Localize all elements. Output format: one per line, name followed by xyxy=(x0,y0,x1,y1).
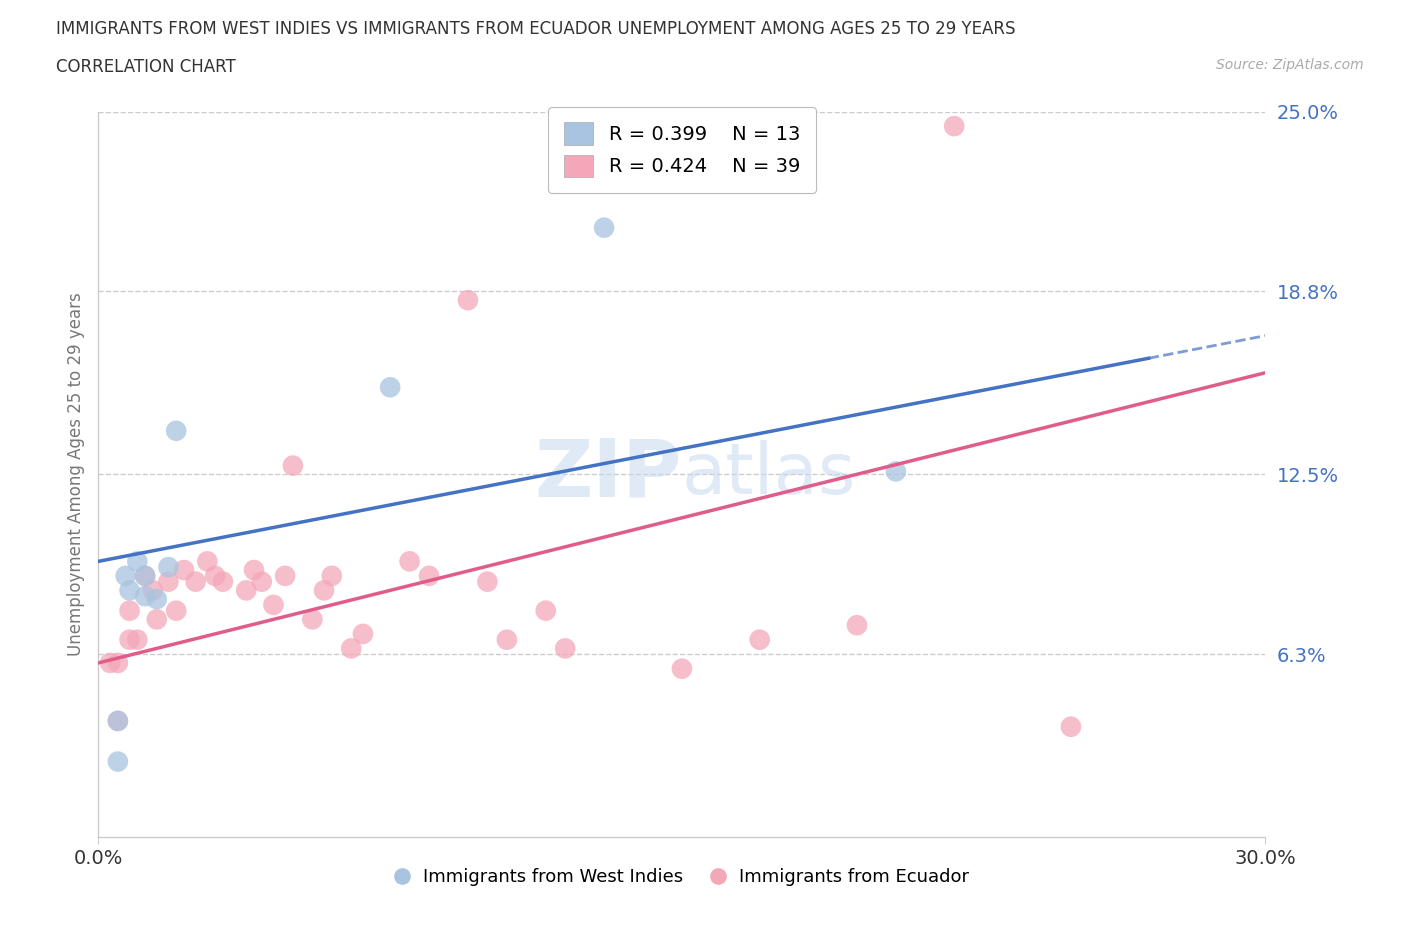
Point xyxy=(107,754,129,769)
Point xyxy=(235,583,257,598)
Point xyxy=(380,379,402,394)
Point xyxy=(301,612,323,627)
Point xyxy=(165,604,187,618)
Point xyxy=(418,568,440,583)
Text: ZIP: ZIP xyxy=(534,435,682,513)
Point xyxy=(1060,719,1083,734)
Point xyxy=(165,423,187,438)
Point xyxy=(748,632,770,647)
Point xyxy=(127,554,149,569)
Point xyxy=(534,604,557,618)
Point xyxy=(114,568,136,583)
Legend: Immigrants from West Indies, Immigrants from Ecuador: Immigrants from West Indies, Immigrants … xyxy=(387,861,977,893)
Point xyxy=(321,568,343,583)
Point xyxy=(281,458,304,473)
Point xyxy=(352,627,374,642)
Point xyxy=(212,574,235,589)
Point xyxy=(554,641,576,656)
Point xyxy=(274,568,297,583)
Point xyxy=(107,656,129,671)
Point xyxy=(107,713,129,728)
Point xyxy=(127,632,149,647)
Point xyxy=(146,612,169,627)
Text: CORRELATION CHART: CORRELATION CHART xyxy=(56,58,236,75)
Point xyxy=(496,632,519,647)
Point xyxy=(173,563,195,578)
Point xyxy=(157,574,180,589)
Point xyxy=(943,119,966,134)
Point xyxy=(457,293,479,308)
Point xyxy=(398,554,420,569)
Point xyxy=(671,661,693,676)
Point xyxy=(312,583,335,598)
Point xyxy=(118,632,141,647)
Point xyxy=(262,597,284,612)
Point xyxy=(98,656,121,671)
Point xyxy=(243,563,266,578)
Point xyxy=(340,641,363,656)
Point xyxy=(134,568,156,583)
Y-axis label: Unemployment Among Ages 25 to 29 years: Unemployment Among Ages 25 to 29 years xyxy=(66,292,84,657)
Point xyxy=(118,604,141,618)
Point xyxy=(250,574,273,589)
Point xyxy=(134,589,156,604)
Point xyxy=(184,574,207,589)
Text: IMMIGRANTS FROM WEST INDIES VS IMMIGRANTS FROM ECUADOR UNEMPLOYMENT AMONG AGES 2: IMMIGRANTS FROM WEST INDIES VS IMMIGRANT… xyxy=(56,20,1015,38)
Point xyxy=(134,568,156,583)
Point xyxy=(593,220,616,235)
Text: atlas: atlas xyxy=(682,440,856,509)
Point xyxy=(157,560,180,575)
Point xyxy=(107,713,129,728)
Text: Source: ZipAtlas.com: Source: ZipAtlas.com xyxy=(1216,58,1364,72)
Point xyxy=(846,618,869,632)
Point xyxy=(204,568,226,583)
Point xyxy=(146,591,169,606)
Point xyxy=(118,583,141,598)
Point xyxy=(142,583,165,598)
Point xyxy=(477,574,499,589)
Point xyxy=(884,464,907,479)
Point xyxy=(195,554,218,569)
